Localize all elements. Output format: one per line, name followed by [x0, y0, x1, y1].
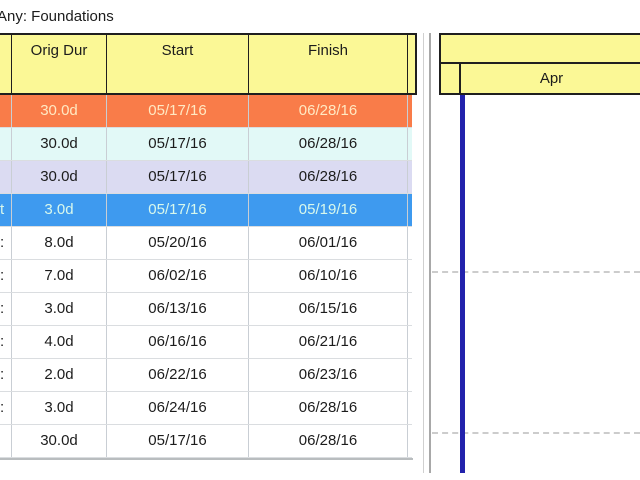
row-label-fragment[interactable]: : [0, 293, 12, 325]
timeline-month-header[interactable]: Apr [539, 70, 564, 87]
cell-start[interactable]: 05/17/16 [107, 425, 249, 457]
timeline-header: Apr [439, 33, 640, 95]
table-bottom-edge [0, 458, 413, 460]
cell-start[interactable]: 05/20/16 [107, 227, 249, 259]
cell-start[interactable]: 05/17/16 [107, 95, 249, 127]
task-table-body: 30.0d 05/17/16 06/28/16 30.0d 05/17/16 0… [0, 95, 412, 458]
row-label-fragment[interactable]: : [0, 392, 12, 424]
page-title: Any: Foundations [0, 8, 114, 25]
column-header-start[interactable]: Start [107, 35, 249, 93]
cell-finish[interactable]: 05/19/16 [249, 194, 408, 226]
cell-orig-dur[interactable]: 3.0d [12, 392, 107, 424]
table-row[interactable]: 30.0d 05/17/16 06/28/16 [0, 128, 412, 161]
row-label-fragment[interactable]: : [0, 326, 12, 358]
timeline-month-stub [441, 64, 461, 93]
cell-start[interactable]: 06/13/16 [107, 293, 249, 325]
cell-orig-dur[interactable]: 3.0d [12, 194, 107, 226]
cell-orig-dur[interactable]: 30.0d [12, 128, 107, 160]
cell-orig-dur[interactable]: 7.0d [12, 260, 107, 292]
timeline-year-band[interactable] [441, 35, 640, 64]
cell-finish[interactable]: 06/21/16 [249, 326, 408, 358]
cell-start[interactable]: 06/16/16 [107, 326, 249, 358]
cell-orig-dur[interactable]: 4.0d [12, 326, 107, 358]
cell-start[interactable]: 06/02/16 [107, 260, 249, 292]
row-label-fragment[interactable] [0, 95, 12, 127]
column-header-finish[interactable]: Finish [249, 35, 408, 93]
row-label-fragment[interactable] [0, 425, 12, 457]
table-row[interactable]: 30.0d 05/17/16 06/28/16 [0, 425, 412, 458]
gantt-dashed-gridline [432, 271, 640, 273]
row-label-fragment[interactable]: t [0, 194, 12, 226]
row-label-fragment[interactable] [0, 161, 12, 193]
cell-finish[interactable]: 06/28/16 [249, 425, 408, 457]
table-row[interactable]: : 8.0d 05/20/16 06/01/16 [0, 227, 412, 260]
table-row[interactable]: 30.0d 05/17/16 06/28/16 [0, 161, 412, 194]
column-header-activity-clipped[interactable] [0, 35, 12, 93]
cell-orig-dur[interactable]: 3.0d [12, 293, 107, 325]
cell-orig-dur[interactable]: 30.0d [12, 425, 107, 457]
data-date-line [460, 95, 465, 473]
cell-start[interactable]: 05/17/16 [107, 161, 249, 193]
cell-finish[interactable]: 06/23/16 [249, 359, 408, 391]
table-row[interactable]: 30.0d 05/17/16 06/28/16 [0, 95, 412, 128]
timeline-month-band: Apr [441, 64, 640, 93]
table-row[interactable]: : 4.0d 06/16/16 06/21/16 [0, 326, 412, 359]
cell-finish[interactable]: 06/28/16 [249, 95, 408, 127]
cell-start[interactable]: 05/17/16 [107, 128, 249, 160]
cell-orig-dur[interactable]: 30.0d [12, 95, 107, 127]
cell-finish[interactable]: 06/01/16 [249, 227, 408, 259]
table-row[interactable]: : 3.0d 06/24/16 06/28/16 [0, 392, 412, 425]
table-row[interactable]: : 3.0d 06/13/16 06/15/16 [0, 293, 412, 326]
cell-start[interactable]: 05/17/16 [107, 194, 249, 226]
pane-splitter[interactable] [429, 33, 431, 473]
cell-finish[interactable]: 06/28/16 [249, 392, 408, 424]
table-header-row: Orig Dur Start Finish [0, 33, 417, 95]
cell-orig-dur[interactable]: 8.0d [12, 227, 107, 259]
cell-finish[interactable]: 06/15/16 [249, 293, 408, 325]
cell-finish[interactable]: 06/28/16 [249, 128, 408, 160]
table-row[interactable]: t 3.0d 05/17/16 05/19/16 [0, 194, 412, 227]
cell-orig-dur[interactable]: 2.0d [12, 359, 107, 391]
cell-finish[interactable]: 06/10/16 [249, 260, 408, 292]
column-header-orig-dur[interactable]: Orig Dur [12, 35, 107, 93]
row-label-fragment[interactable]: : [0, 359, 12, 391]
gantt-dashed-gridline [432, 432, 640, 434]
cell-orig-dur[interactable]: 30.0d [12, 161, 107, 193]
cell-start[interactable]: 06/22/16 [107, 359, 249, 391]
cell-finish[interactable]: 06/28/16 [249, 161, 408, 193]
pane-splitter-line [423, 33, 424, 473]
row-label-fragment[interactable]: : [0, 260, 12, 292]
row-label-fragment[interactable]: : [0, 227, 12, 259]
cell-start[interactable]: 06/24/16 [107, 392, 249, 424]
row-label-fragment[interactable] [0, 128, 12, 160]
table-row[interactable]: : 7.0d 06/02/16 06/10/16 [0, 260, 412, 293]
table-row[interactable]: : 2.0d 06/22/16 06/23/16 [0, 359, 412, 392]
column-header-spacer [408, 35, 415, 93]
